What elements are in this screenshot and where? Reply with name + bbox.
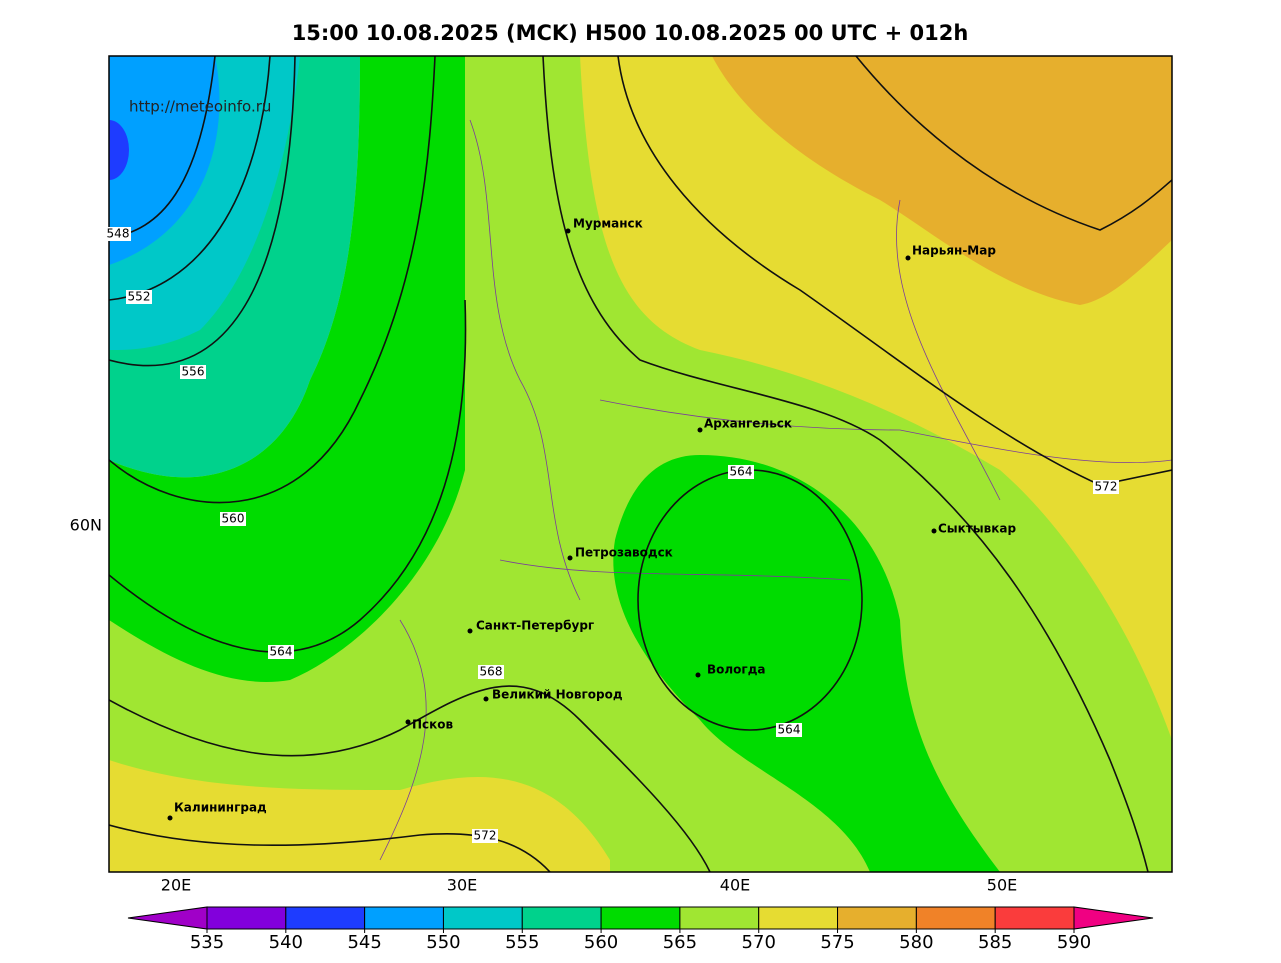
contour-label: 556 — [182, 365, 205, 379]
city-label: Мурманск — [573, 217, 643, 231]
colorbar-box — [837, 906, 917, 930]
city-dot — [467, 628, 473, 634]
city-label: Псков — [412, 718, 454, 732]
contour-label-box — [220, 512, 246, 526]
colorbar-box — [364, 906, 444, 930]
colorbar-label: 575 — [820, 932, 854, 953]
contour-label: 572 — [1095, 480, 1118, 494]
city-dot — [931, 528, 937, 534]
colorbar-label: 540 — [269, 932, 303, 953]
colorbar-label: 550 — [426, 932, 460, 953]
watermark: http://meteoinfo.ru — [129, 98, 271, 116]
city-label: Калининград — [174, 801, 267, 815]
city-dot — [405, 719, 411, 725]
colorbar-box — [285, 906, 366, 930]
map-fill — [109, 56, 1172, 872]
colorbar-label: 535 — [190, 932, 224, 953]
city-dot — [695, 672, 701, 678]
colorbar-box — [758, 906, 839, 930]
colorbar-box — [442, 906, 523, 930]
contour-label: 568 — [480, 665, 503, 679]
colorbar-extend-high — [1073, 906, 1154, 930]
contour-label-box — [180, 365, 206, 379]
lat-label: 60N — [70, 516, 102, 535]
contour-label-box — [126, 290, 152, 304]
contour-label: 564 — [730, 465, 753, 479]
contour-label-box — [105, 227, 131, 241]
city-label: Петрозаводск — [575, 546, 673, 560]
city-dot — [905, 255, 911, 261]
contour-label: 552 — [128, 290, 151, 304]
colorbar-extend-low — [127, 906, 208, 930]
colorbar-label: 565 — [663, 932, 697, 953]
city-label: Санкт-Петербург — [476, 619, 594, 633]
city-dot — [567, 555, 573, 561]
contour-label-box — [268, 645, 294, 659]
city-label: Архангельск — [704, 417, 792, 431]
contour-label: 572 — [474, 829, 497, 843]
colorbar-box — [206, 906, 287, 930]
city-dot — [565, 228, 571, 234]
city-label: Вологда — [707, 663, 765, 677]
colorbar-box — [994, 906, 1075, 930]
contour-label: 548 — [107, 227, 130, 241]
contour-label: 564 — [778, 723, 801, 737]
colorbar-label: 555 — [505, 932, 539, 953]
city-dot — [697, 427, 703, 433]
map-frame — [108, 55, 1173, 873]
contour-label-box — [776, 723, 802, 737]
city-dot — [483, 696, 489, 702]
city-label: Великий Новгород — [492, 688, 623, 702]
contour-label: 564 — [270, 645, 293, 659]
colorbar-label: 585 — [978, 932, 1012, 953]
lon-label: 40E — [720, 876, 750, 895]
city-label: Сыктывкар — [938, 522, 1016, 536]
contour-label-box — [1093, 480, 1119, 494]
contour-label-box — [472, 829, 498, 843]
colorbar-box — [915, 906, 996, 930]
colorbar-label: 590 — [1057, 932, 1091, 953]
lon-label: 50E — [987, 876, 1017, 895]
city-dot — [167, 815, 173, 821]
contour-label: 560 — [222, 512, 245, 526]
lon-label: 20E — [161, 876, 191, 895]
colorbar-box — [600, 906, 681, 930]
colorbar-label: 545 — [347, 932, 381, 953]
lon-label: 30E — [447, 876, 477, 895]
colorbar-box — [679, 906, 760, 930]
contour-label-box — [728, 465, 754, 479]
colorbar-label: 560 — [584, 932, 618, 953]
map-title: 15:00 10.08.2025 (MCK) H500 10.08.2025 0… — [292, 21, 969, 45]
city-label: Нарьян-Мар — [912, 244, 996, 258]
contour-label-box — [478, 665, 504, 679]
colorbar-label: 570 — [742, 932, 776, 953]
colorbar-label: 580 — [899, 932, 933, 953]
colorbar-box — [521, 906, 602, 930]
